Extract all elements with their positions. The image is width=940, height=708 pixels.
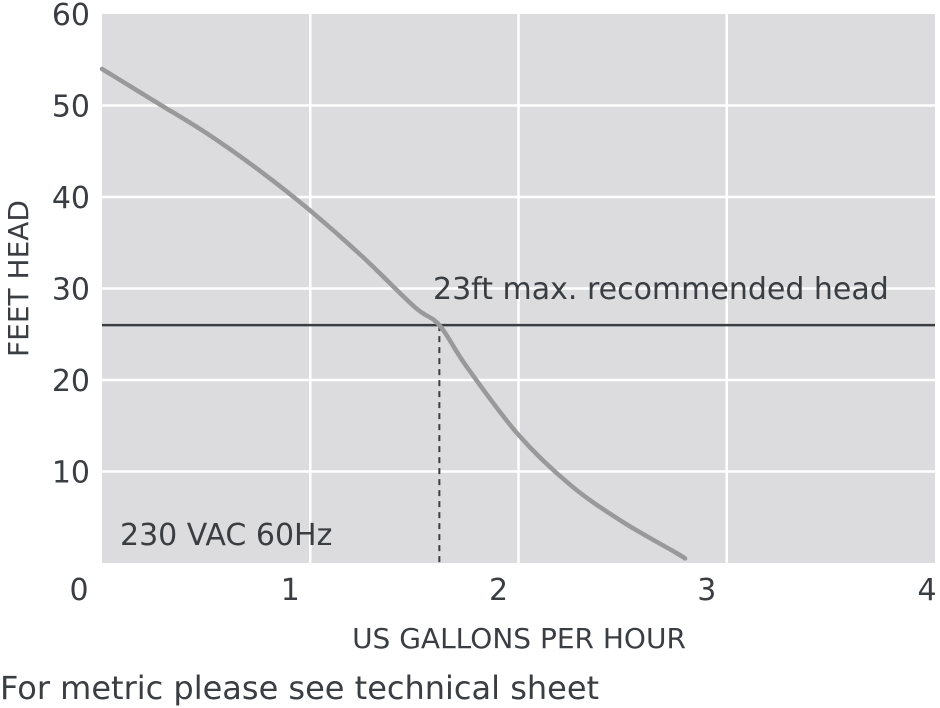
x-tick-label: 2 xyxy=(489,573,508,608)
x-tick-label: 0 xyxy=(69,573,88,608)
y-tick-label: 60 xyxy=(52,0,90,33)
y-tick-label: 50 xyxy=(52,90,90,125)
x-tick-label: 1 xyxy=(281,573,300,608)
x-axis-title: US GALLONS PER HOUR xyxy=(352,622,686,655)
y-tick-label: 10 xyxy=(52,456,90,491)
x-tick-labels: 0 1 2 3 4 xyxy=(69,573,936,608)
y-tick-label: 20 xyxy=(52,364,90,399)
gridlines xyxy=(102,14,935,563)
max-head-label: 23ft max. recommended head xyxy=(433,272,889,307)
x-tick-label: 3 xyxy=(697,573,716,608)
voltage-annotation: 230 VAC 60Hz xyxy=(120,518,332,553)
pump-curve-series xyxy=(99,66,688,561)
y-axis-title: FEET HEAD xyxy=(2,200,35,357)
x-tick-label: 4 xyxy=(917,573,936,608)
y-tick-label: 30 xyxy=(52,273,90,308)
y-tick-labels: 10 20 30 40 50 60 xyxy=(52,0,90,491)
metric-footnote: For metric please see technical sheet xyxy=(0,669,600,707)
pump-performance-chart: 10 20 30 40 50 60 0 1 2 3 4 23ft max. recommended… xyxy=(2,0,937,655)
y-tick-label: 40 xyxy=(52,181,90,216)
